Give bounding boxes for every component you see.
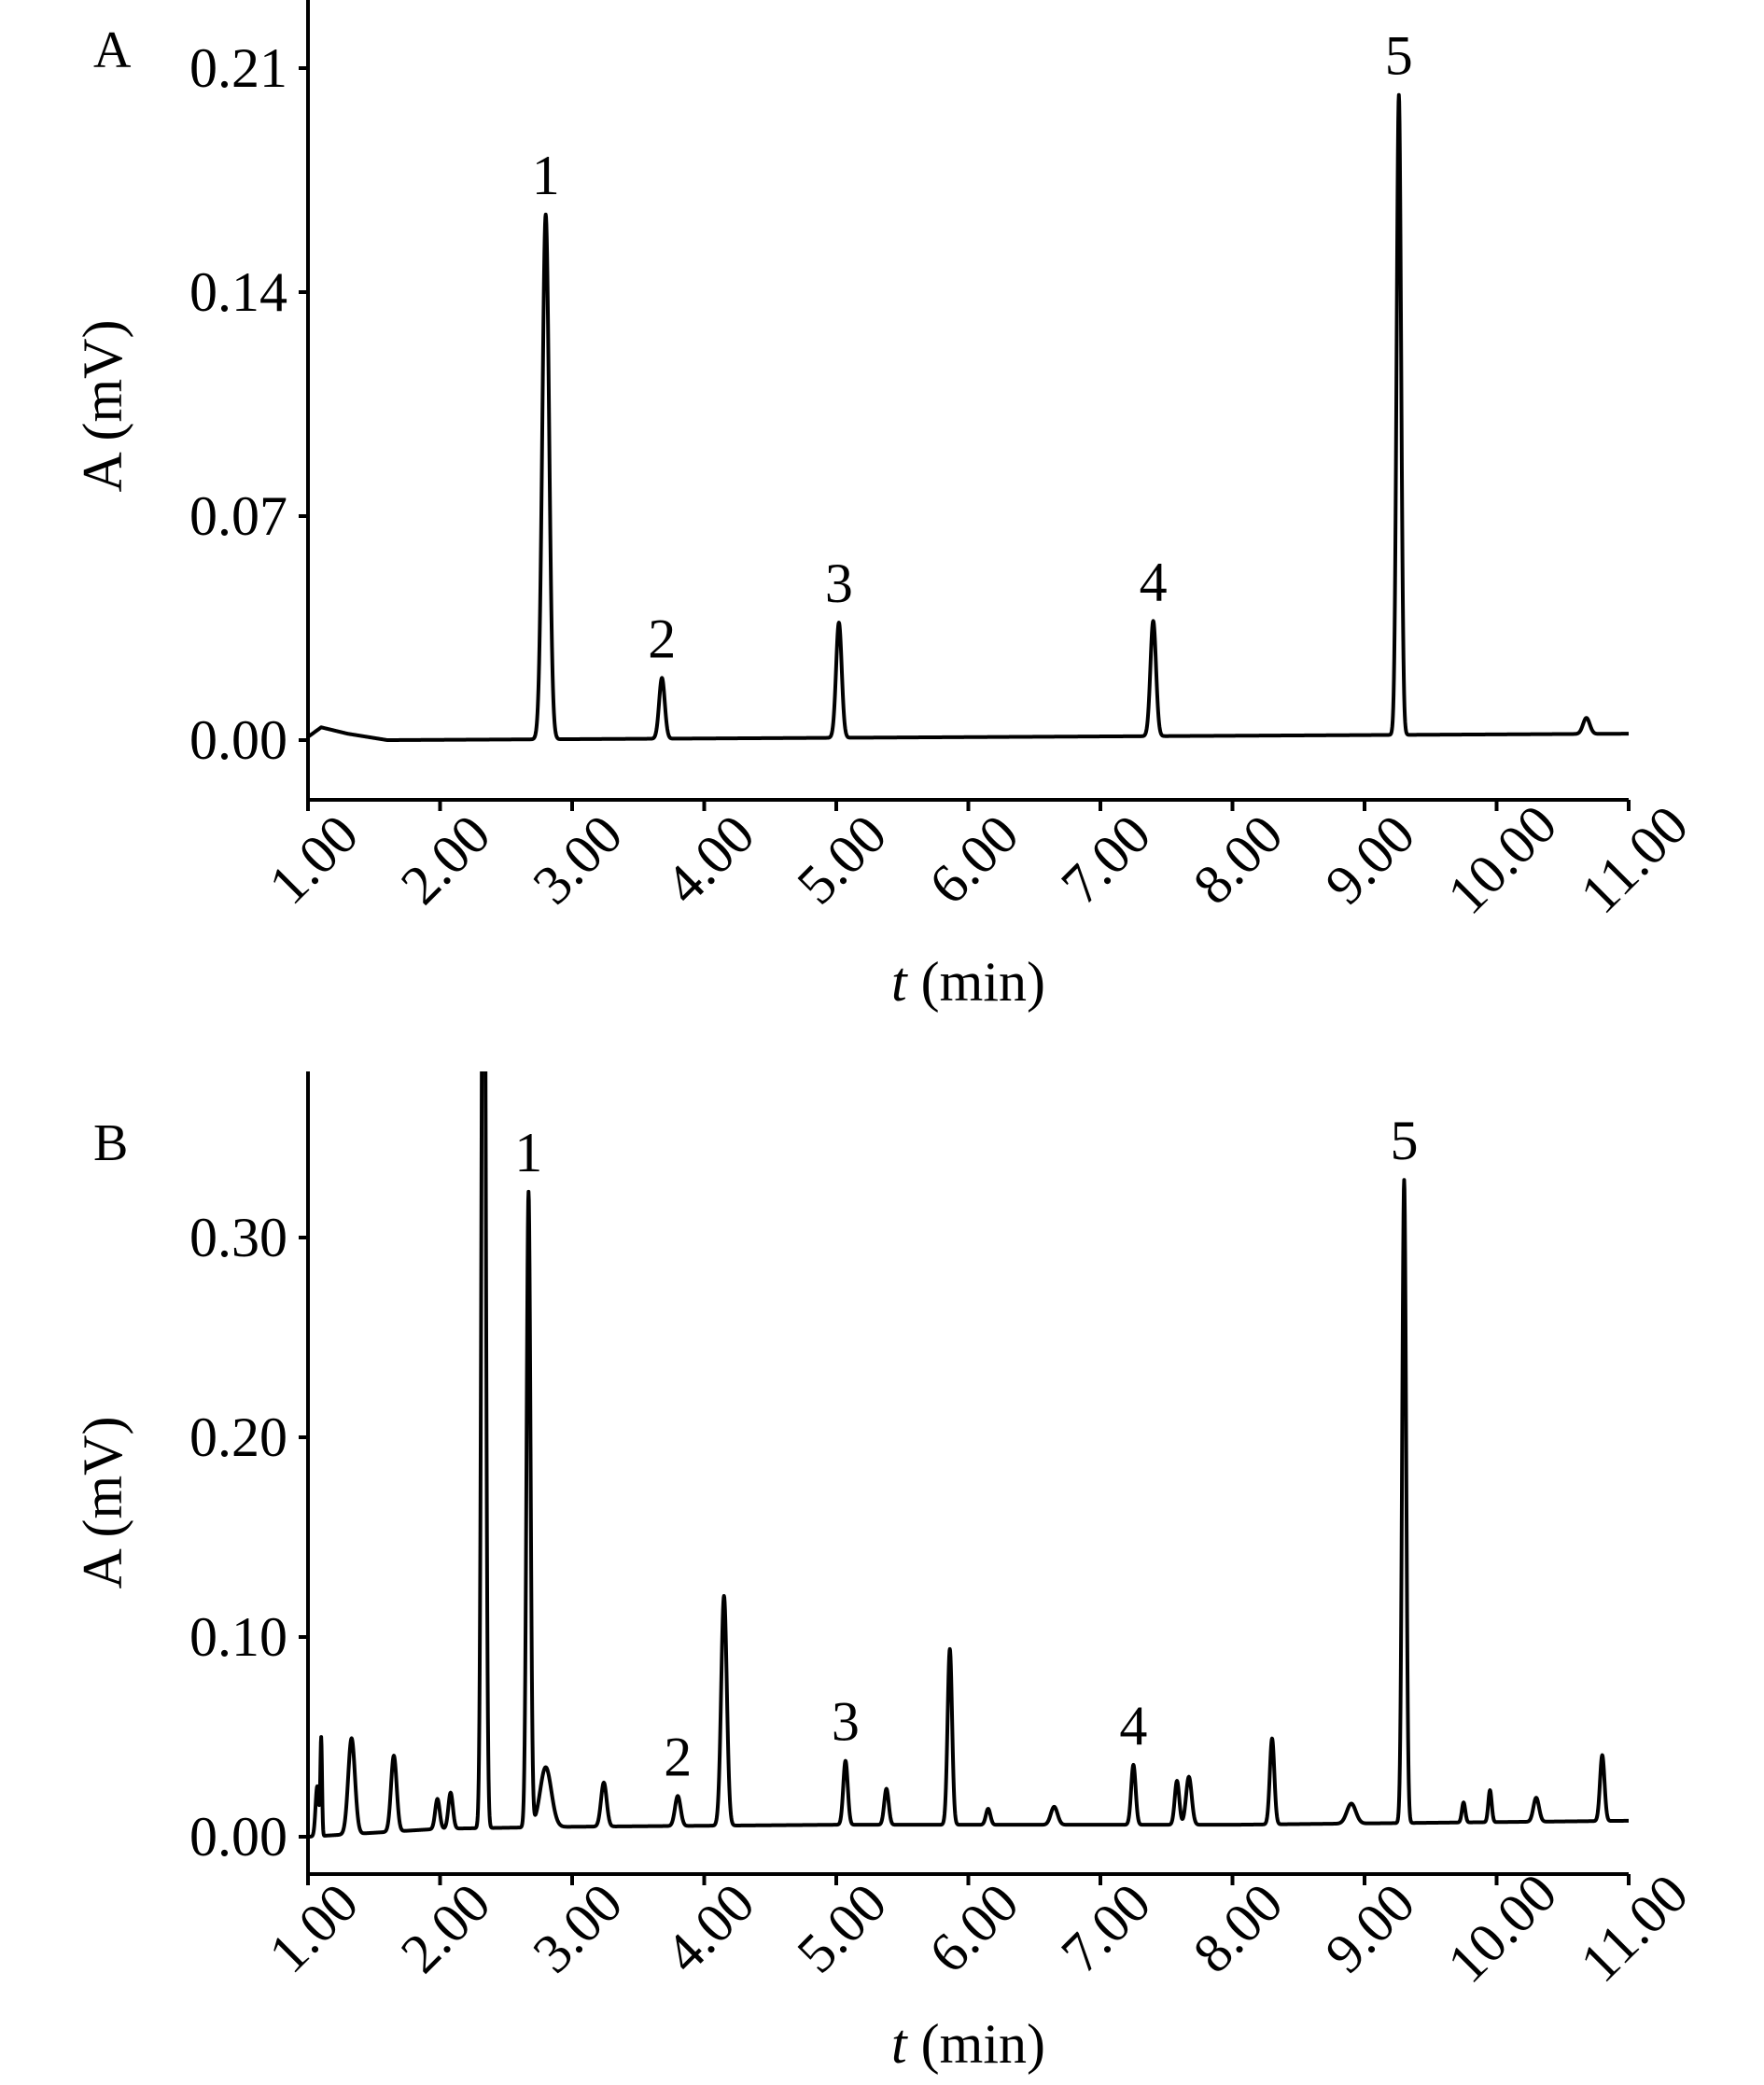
panel-b-y-tick-label: 0.30 <box>189 1207 287 1268</box>
panel-b-peak-label: 5 <box>1390 1110 1418 1171</box>
panel-b-peak-label: 1 <box>514 1122 542 1183</box>
panel-a-y-tick-label: 0.14 <box>189 261 287 323</box>
panel-a-x-tick-label: 4.00 <box>653 803 766 916</box>
panel-b-peak-label: 4 <box>1119 1695 1147 1756</box>
panel-b-x-tick-label: 1.00 <box>257 1871 370 1984</box>
panel-a-y-axis-title: A (mV) <box>72 320 133 493</box>
panel-b-chromatogram-trace <box>308 1071 1631 1839</box>
panel-b-y-tick-label: 0.10 <box>189 1606 287 1668</box>
panel-a-chromatogram-trace <box>308 92 1631 742</box>
panel-a-peak-label: 4 <box>1140 551 1168 612</box>
panel-b-y-tick-label: 0.00 <box>189 1806 287 1868</box>
panel-b-x-tick-label: 10.00 <box>1435 1862 1568 1994</box>
panel-b-x-tick-label: 2.00 <box>389 1871 502 1984</box>
panel-a-y-tick-label: 0.21 <box>189 37 287 99</box>
panel-a-x-tick-label: 10.00 <box>1435 793 1568 926</box>
panel-a-letter: A <box>93 21 132 79</box>
panel-b-x-axis-title-unit: (min) <box>907 2013 1045 2075</box>
panel-a-x-axis-title-unit: (min) <box>907 951 1045 1013</box>
panel-a-y-tick-label: 0.07 <box>189 485 287 547</box>
panel-b-x-tick-label: 4.00 <box>653 1871 766 1984</box>
panel-a-peak-label: 3 <box>825 553 853 614</box>
panel-a-peak-label: 1 <box>532 145 560 206</box>
panel-b-y-axis-title: A (mV) <box>72 1417 133 1589</box>
panel-a-x-tick-label: 9.00 <box>1313 803 1426 916</box>
panel-a-peak-label: 2 <box>648 608 676 669</box>
panel-b-y-tick-label: 0.20 <box>189 1406 287 1468</box>
panel-a-x-tick-label: 6.00 <box>917 803 1030 916</box>
panel-b-x-tick-label: 3.00 <box>521 1871 634 1984</box>
panel-a-y-tick-label: 0.00 <box>189 709 287 771</box>
panel-a-peak-label: 5 <box>1385 25 1413 87</box>
panel-a-x-tick-label: 5.00 <box>785 803 898 916</box>
panel-a-x-tick-label: 1.00 <box>257 803 370 916</box>
panel-b-peak-label: 3 <box>832 1691 860 1753</box>
panel-a-x-tick-label: 11.00 <box>1569 794 1701 926</box>
panel-a-x-axis-title: t (min) <box>891 951 1045 1013</box>
panel-a-x-axis-title-variable: t <box>891 951 908 1013</box>
panel-b-x-tick-label: 8.00 <box>1182 1871 1295 1984</box>
panel-b-peak-label: 2 <box>664 1726 692 1787</box>
panel-b-x-tick-label: 11.00 <box>1569 1863 1701 1994</box>
panel-b-x-tick-label: 5.00 <box>785 1871 898 1984</box>
panel-b-letter: B <box>93 1114 128 1172</box>
panel-a-x-tick-label: 2.00 <box>389 803 502 916</box>
panel-a-x-tick-label: 3.00 <box>521 803 634 916</box>
panel-a-x-tick-label: 7.00 <box>1049 803 1162 916</box>
panel-a-x-tick-label: 8.00 <box>1182 803 1295 916</box>
panel-b-x-tick-label: 9.00 <box>1313 1871 1426 1984</box>
panel-b-x-axis-title: t (min) <box>891 2013 1045 2075</box>
panel-b-x-tick-label: 7.00 <box>1049 1871 1162 1984</box>
panel-b-x-axis-title-variable: t <box>891 2013 908 2075</box>
panel-b-x-tick-label: 6.00 <box>917 1871 1030 1984</box>
